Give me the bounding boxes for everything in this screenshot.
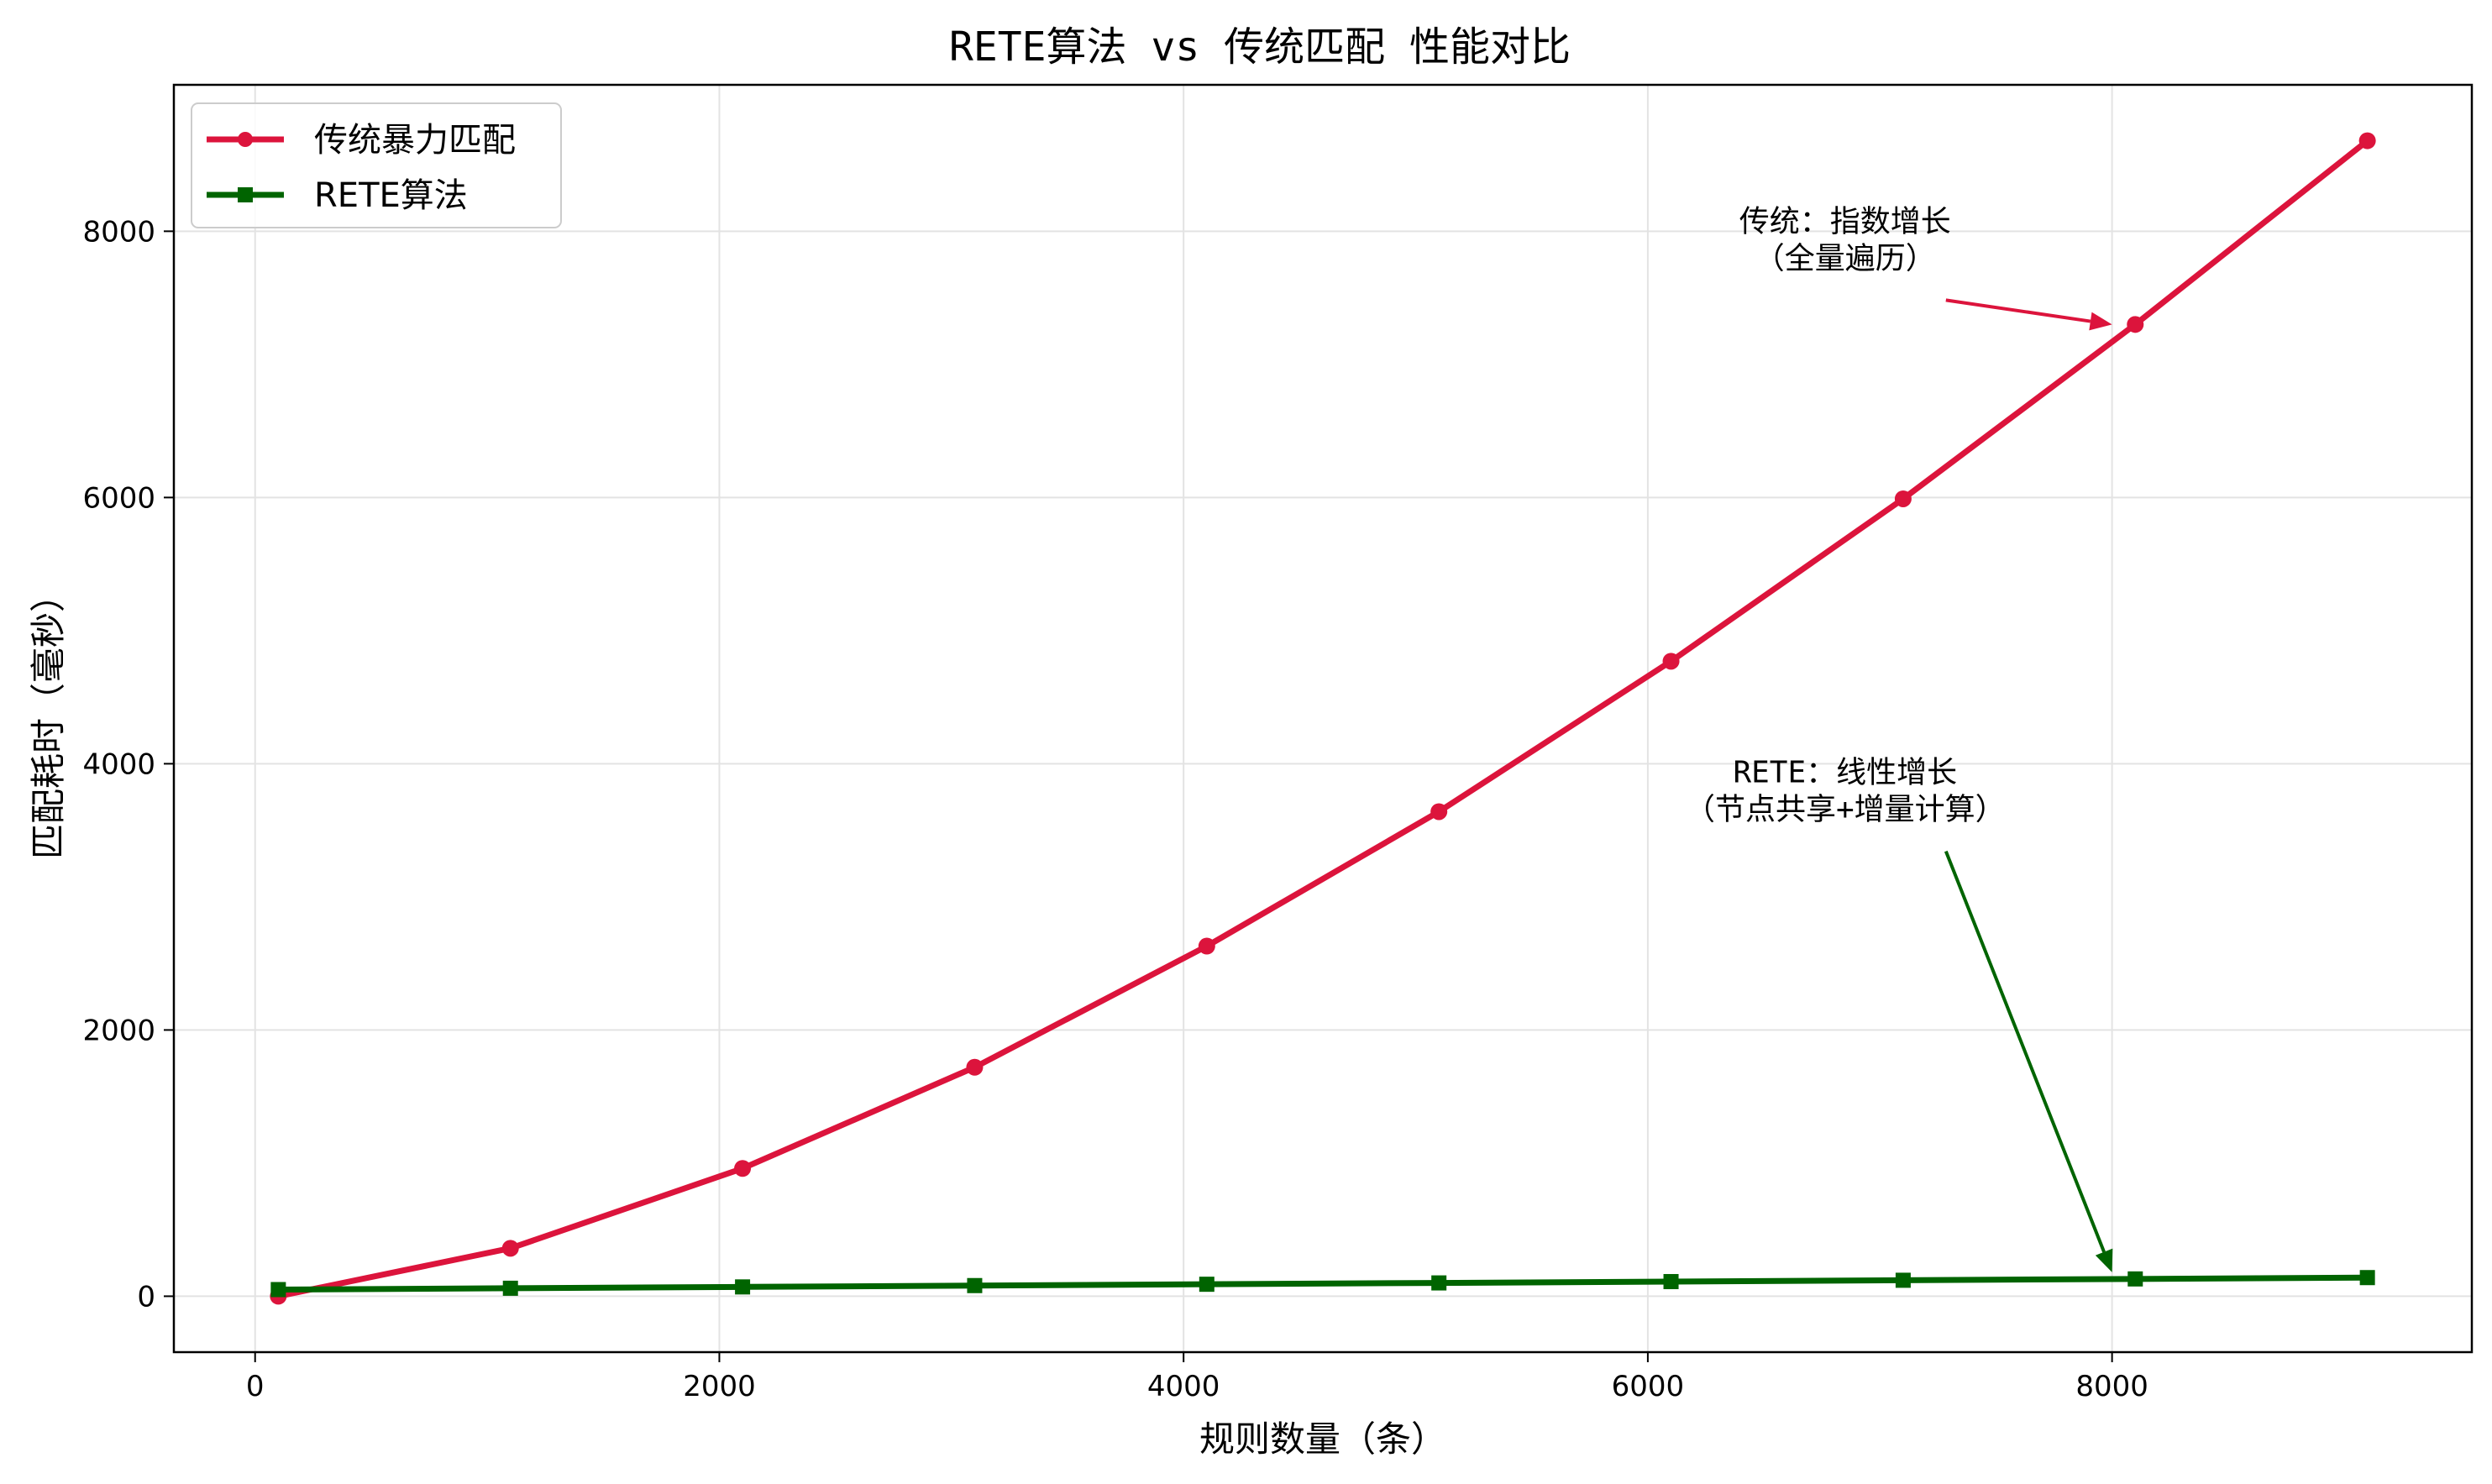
- series-0-point-9: [2358, 132, 2376, 149]
- grid: [174, 85, 2472, 1352]
- series-1-point-2: [735, 1279, 751, 1295]
- legend-label-rete: RETE算法: [314, 176, 468, 215]
- annotation-0-arrow-shaft: [1945, 298, 2091, 323]
- y-tick-label-2: 4000: [82, 747, 155, 781]
- y-tick-label-0: 0: [137, 1280, 155, 1314]
- annotation-0-line-0: 传统：指数增长: [1739, 204, 1951, 239]
- x-axis-label: 规则数量（条）: [1199, 1418, 1446, 1460]
- legend-label-traditional: 传统暴力匹配: [314, 121, 516, 160]
- annotation-1-line-1: （节点共享+增量计算）: [1685, 793, 2006, 827]
- annotation-1-arrow-shaft: [1944, 850, 2106, 1253]
- series-layer: [270, 132, 2376, 1305]
- x-tick-label-0: 0: [246, 1370, 265, 1403]
- legend: 传统暴力匹配 RETE算法: [191, 102, 562, 228]
- axis-ticks: 0 2000 4000 6000 8000 0 2000 4000 6000 8000: [82, 215, 2148, 1403]
- series-0-point-2: [734, 1160, 752, 1177]
- series-0-point-1: [501, 1240, 519, 1257]
- series-1-point-0: [270, 1282, 286, 1298]
- series-1-point-1: [502, 1280, 518, 1296]
- series-0-point-6: [1662, 653, 1680, 670]
- annotation-0-arrow-head: [2089, 312, 2112, 331]
- annotation-1-arrow-head: [2095, 1248, 2113, 1272]
- series-0-point-5: [1430, 803, 1448, 821]
- series-1-point-5: [1431, 1275, 1447, 1291]
- series-0-point-3: [966, 1058, 984, 1076]
- chart-title: RETE算法 vs 传统匹配 性能对比: [949, 24, 1571, 71]
- y-tick-label-1: 2000: [82, 1014, 155, 1047]
- plot-area-frame: [172, 83, 2474, 1354]
- annotation-0-line-1: （全量遍历）: [1755, 241, 1936, 275]
- x-tick-label-3: 6000: [1612, 1370, 1685, 1403]
- series-0-point-7: [1894, 490, 1912, 507]
- series-0-point-8: [2127, 316, 2144, 333]
- series-0-point-4: [1198, 937, 1215, 955]
- series-1-point-6: [1663, 1273, 1679, 1289]
- legend-marker-traditional: [238, 132, 253, 147]
- series-1-point-9: [2359, 1270, 2375, 1286]
- series-1-point-8: [2127, 1271, 2143, 1287]
- series-line-0: [275, 138, 2371, 1299]
- annotations: 传统：指数增长（全量遍历） RETE：线性增长（节点共享+增量计算）: [1685, 204, 2113, 1272]
- x-tick-label-1: 2000: [683, 1370, 756, 1403]
- x-tick-label-2: 4000: [1147, 1370, 1220, 1403]
- annotation-1-line-0: RETE：线性增长: [1733, 756, 1957, 790]
- series-line-1: [275, 1274, 2371, 1293]
- series-1-point-4: [1199, 1277, 1215, 1293]
- y-tick-label-4: 8000: [82, 215, 155, 249]
- y-axis-label: 匹配耗时（毫秒）: [28, 577, 69, 859]
- legend-marker-rete: [238, 187, 253, 202]
- y-tick-label-3: 6000: [82, 481, 155, 515]
- series-1-point-3: [967, 1277, 983, 1293]
- x-tick-label-4: 8000: [2075, 1370, 2148, 1403]
- series-1-point-7: [1895, 1272, 1911, 1288]
